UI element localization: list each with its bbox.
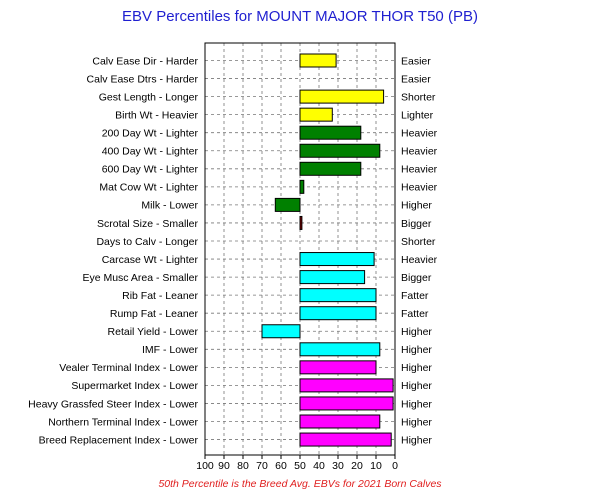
x-tick-label: 0	[392, 460, 398, 472]
category-label: Northern Terminal Index - Lower	[48, 416, 198, 428]
direction-labels: Easier Easier Shorter Lighter Heavier Heavier…	[401, 55, 438, 446]
x-tick-label: 30	[332, 460, 344, 472]
bar	[299, 270, 366, 285]
x-tick-label: 80	[237, 460, 249, 472]
direction-label: Heavier	[401, 164, 438, 176]
x-tick-label: 50	[294, 460, 306, 472]
direction-label: Higher	[401, 434, 432, 446]
bar	[299, 125, 362, 140]
category-label: Scrotal Size - Smaller	[97, 218, 198, 230]
x-tick-label: 90	[218, 460, 230, 472]
bar	[261, 324, 301, 339]
bar	[274, 197, 301, 212]
x-tick-label: 20	[351, 460, 363, 472]
bar	[299, 179, 305, 194]
direction-label: Shorter	[401, 91, 436, 103]
direction-label: Higher	[401, 200, 432, 212]
grid-lines	[205, 43, 395, 455]
category-label: Carcase Wt - Lighter	[102, 254, 199, 266]
direction-label: Heavier	[401, 254, 438, 266]
x-tick-label: 40	[313, 460, 325, 472]
direction-label: Higher	[401, 326, 432, 338]
direction-label: Heavier	[401, 182, 438, 194]
bars-group	[261, 53, 394, 447]
x-axis-ticks: 100 90 80 70 60 50 40 30 20 10 0	[196, 455, 398, 472]
direction-label: Higher	[401, 416, 432, 428]
direction-label: Higher	[401, 362, 432, 374]
bar	[299, 432, 392, 447]
direction-label: Higher	[401, 398, 432, 410]
bar	[299, 360, 377, 375]
category-label: Breed Replacement Index - Lower	[39, 434, 199, 446]
bar	[299, 143, 381, 158]
x-tick-label: 70	[256, 460, 268, 472]
bar	[299, 378, 394, 393]
category-label: Vealer Terminal Index - Lower	[59, 362, 198, 374]
x-tick-label: 100	[196, 460, 214, 472]
direction-label: Lighter	[401, 109, 434, 121]
bar	[299, 252, 375, 267]
bar	[299, 306, 377, 321]
bar	[299, 215, 303, 230]
category-label: Days to Calv - Longer	[96, 236, 198, 248]
direction-label: Fatter	[401, 308, 429, 320]
category-label: 200 Day Wt - Lighter	[102, 128, 199, 140]
direction-label: Bigger	[401, 272, 432, 284]
direction-label: Easier	[401, 55, 431, 67]
x-tick-label: 10	[370, 460, 382, 472]
x-tick-label: 60	[275, 460, 287, 472]
bar	[299, 414, 381, 429]
direction-label: Easier	[401, 73, 431, 85]
category-label: Rib Fat - Leaner	[122, 290, 198, 302]
bar	[299, 53, 337, 68]
bar	[299, 342, 381, 357]
direction-label: Fatter	[401, 290, 429, 302]
category-label: Heavy Grassfed Steer Index - Lower	[28, 398, 198, 410]
category-label: Birth Wt - Heavier	[115, 109, 198, 121]
bar	[299, 161, 362, 176]
category-label: Rump Fat - Leaner	[110, 308, 199, 320]
category-label: Milk - Lower	[141, 200, 198, 212]
category-label: Eye Musc Area - Smaller	[82, 272, 198, 284]
direction-label: Heavier	[401, 128, 438, 140]
direction-label: Heavier	[401, 146, 438, 158]
chart-footnote: 50th Percentile is the Breed Avg. EBVs f…	[158, 478, 442, 490]
chart-title: EBV Percentiles for MOUNT MAJOR THOR T50…	[122, 8, 478, 25]
category-label: Mat Cow Wt - Lighter	[99, 182, 198, 194]
direction-label: Bigger	[401, 218, 432, 230]
category-label: Calv Ease Dir - Harder	[92, 55, 198, 67]
category-labels: Calv Ease Dir - Harder Calv Ease Dtrs - H…	[28, 55, 198, 446]
bar	[299, 288, 377, 303]
category-label: Calv Ease Dtrs - Harder	[87, 73, 199, 85]
bar	[299, 89, 385, 104]
category-label: Supermarket Index - Lower	[71, 380, 198, 392]
category-label: IMF - Lower	[142, 344, 199, 356]
direction-label: Higher	[401, 344, 432, 356]
category-label: Gest Length - Longer	[99, 91, 199, 103]
bar	[299, 107, 333, 122]
category-label: 400 Day Wt - Lighter	[102, 146, 199, 158]
direction-label: Higher	[401, 380, 432, 392]
bar	[299, 396, 394, 411]
category-label: Retail Yield - Lower	[108, 326, 199, 338]
direction-label: Shorter	[401, 236, 436, 248]
category-label: 600 Day Wt - Lighter	[102, 164, 199, 176]
